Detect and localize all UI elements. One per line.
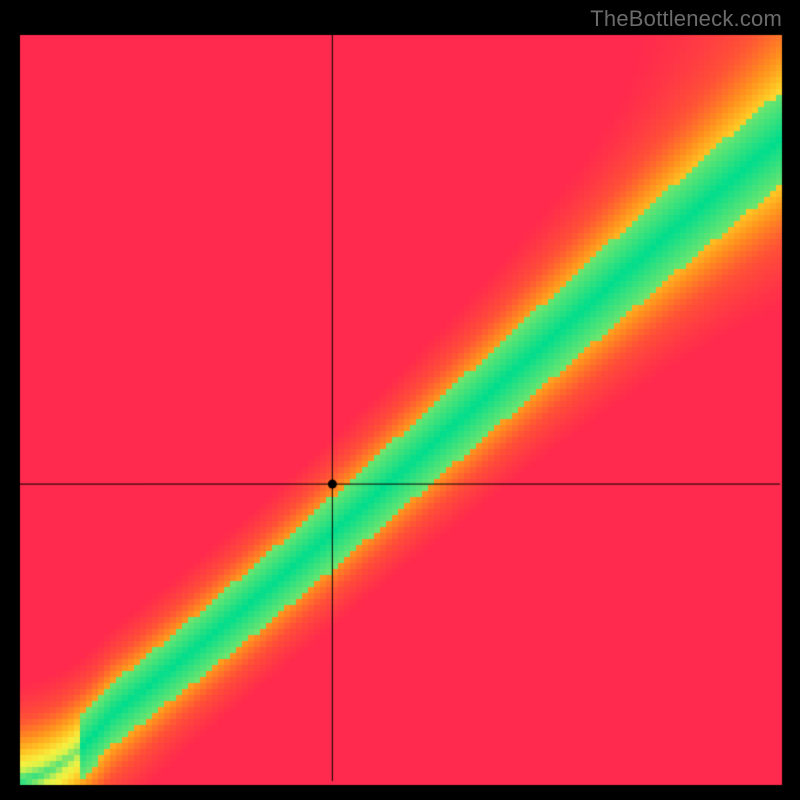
heatmap-canvas xyxy=(0,0,800,800)
watermark-text: TheBottleneck.com xyxy=(590,6,782,32)
chart-container: TheBottleneck.com xyxy=(0,0,800,800)
